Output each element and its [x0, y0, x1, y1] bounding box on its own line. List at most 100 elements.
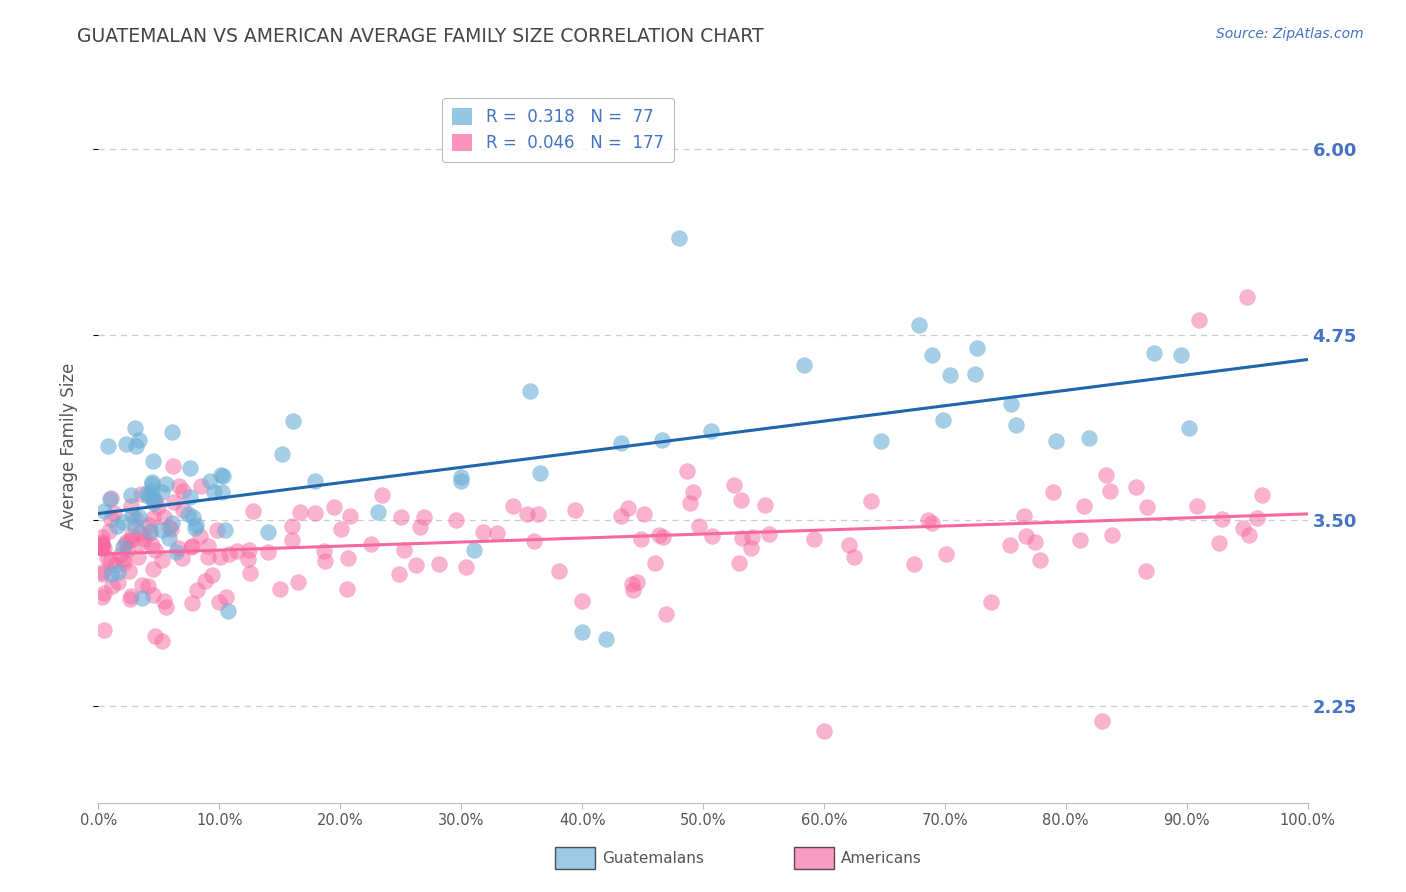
Point — [595, 632, 617, 647]
Point — [620, 577, 643, 591]
Point — [101, 578, 124, 592]
Point — [142, 510, 165, 524]
Point — [128, 433, 150, 447]
Point — [610, 508, 633, 523]
Point — [1078, 431, 1101, 445]
Point — [167, 479, 190, 493]
Point — [143, 495, 166, 509]
Y-axis label: Average Family Size: Average Family Size — [59, 363, 77, 529]
Point — [157, 520, 180, 534]
Point — [186, 583, 208, 598]
Point — [754, 498, 776, 512]
Point — [740, 541, 762, 556]
Point — [132, 533, 155, 547]
Point — [141, 477, 163, 491]
Point — [921, 348, 943, 362]
Point — [103, 506, 125, 520]
Point — [1208, 536, 1230, 550]
Point — [450, 470, 472, 484]
Point — [179, 491, 201, 505]
Point — [190, 479, 212, 493]
Point — [793, 358, 815, 372]
Point — [1014, 509, 1036, 524]
Point — [314, 554, 336, 568]
Point — [136, 489, 159, 503]
Point — [1246, 511, 1268, 525]
Point — [142, 491, 165, 506]
Point — [723, 478, 745, 492]
Point — [564, 503, 586, 517]
Point — [143, 542, 166, 557]
Point — [548, 564, 571, 578]
Legend: R =  0.318   N =  77, R =  0.046   N =  177: R = 0.318 N = 77, R = 0.046 N = 177 — [443, 97, 673, 162]
Point — [155, 600, 177, 615]
Point — [519, 384, 541, 398]
Point — [1091, 714, 1114, 728]
Point — [100, 512, 122, 526]
Point — [1187, 499, 1209, 513]
Point — [287, 575, 309, 590]
Point — [758, 527, 780, 541]
Point — [529, 467, 551, 481]
Point — [998, 538, 1021, 552]
Point — [115, 437, 138, 451]
Point — [932, 413, 955, 427]
Point — [621, 583, 644, 598]
Point — [207, 523, 229, 537]
Point — [238, 552, 260, 566]
Point — [188, 529, 211, 543]
Point — [371, 488, 394, 502]
Point — [450, 474, 472, 488]
Point — [1170, 348, 1192, 362]
Point — [153, 510, 176, 524]
Point — [112, 515, 135, 529]
Point — [152, 594, 174, 608]
Point — [131, 591, 153, 605]
Point — [1178, 421, 1201, 435]
Point — [209, 468, 232, 483]
Point — [139, 525, 162, 540]
Point — [138, 518, 160, 533]
Text: GUATEMALAN VS AMERICAN AVERAGE FAMILY SIZE CORRELATION CHART: GUATEMALAN VS AMERICAN AVERAGE FAMILY SI… — [77, 27, 763, 45]
Point — [131, 534, 153, 549]
Point — [675, 464, 697, 478]
Point — [339, 509, 361, 524]
Point — [1000, 397, 1022, 411]
Point — [142, 561, 165, 575]
Point — [413, 510, 436, 524]
Point — [392, 543, 415, 558]
Point — [107, 575, 129, 590]
Point — [731, 532, 754, 546]
Point — [1042, 484, 1064, 499]
Point — [446, 513, 468, 527]
Point — [1005, 418, 1028, 433]
Point — [650, 434, 672, 448]
Point — [1211, 512, 1233, 526]
Point — [803, 533, 825, 547]
Point — [1188, 312, 1211, 326]
Point — [162, 458, 184, 473]
Point — [93, 541, 115, 555]
Point — [91, 541, 114, 555]
Point — [194, 574, 217, 589]
Point — [120, 533, 142, 547]
Point — [136, 579, 159, 593]
Point — [700, 424, 723, 438]
Point — [921, 516, 943, 531]
Point — [157, 531, 180, 545]
Point — [197, 549, 219, 564]
Point — [652, 530, 675, 544]
Point — [963, 367, 986, 381]
Point — [1135, 564, 1157, 578]
Point — [98, 491, 121, 506]
Point — [184, 521, 207, 535]
Point — [966, 342, 988, 356]
Text: Americans: Americans — [841, 851, 922, 865]
Point — [172, 503, 194, 517]
Point — [935, 547, 957, 561]
Point — [813, 724, 835, 739]
Point — [1237, 528, 1260, 542]
Point — [91, 529, 114, 543]
Point — [91, 565, 114, 579]
Point — [120, 488, 142, 502]
